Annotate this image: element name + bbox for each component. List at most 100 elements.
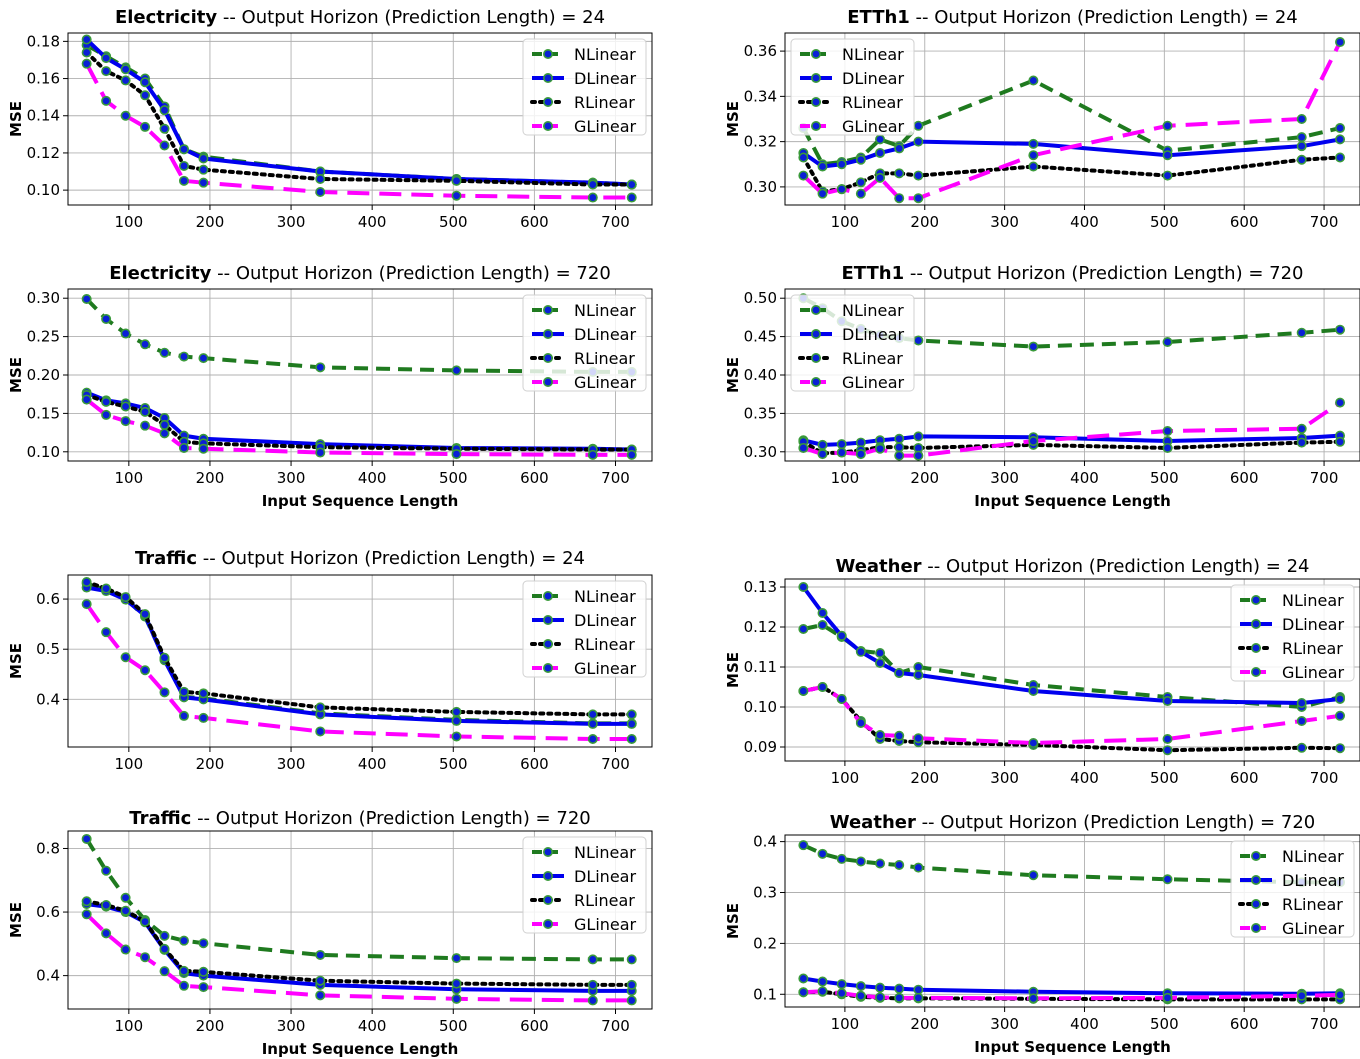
data-point (198, 712, 209, 723)
y-tick-label: 0.10 (27, 181, 60, 199)
data-point (1028, 341, 1039, 352)
data-point (836, 979, 847, 990)
x-tick-label: 300 (990, 213, 1019, 231)
y-axis-label: MSE (724, 903, 742, 939)
data-point (913, 661, 924, 672)
data-point (855, 990, 866, 1001)
data-point (198, 177, 209, 188)
data-point (101, 409, 112, 420)
data-point (836, 184, 847, 195)
data-point (140, 339, 151, 350)
data-point (140, 665, 151, 676)
data-point (120, 416, 131, 427)
legend-box (522, 836, 647, 934)
data-point (120, 110, 131, 121)
legend-label: RLinear (574, 891, 635, 910)
data-point (626, 179, 637, 190)
plot-frame (784, 578, 1360, 762)
chart-title: ETTh1 -- Output Horizon (Prediction Leng… (842, 263, 1304, 284)
data-point (875, 647, 886, 658)
legend-marker (1251, 850, 1262, 861)
data-point (798, 152, 809, 163)
chart-panel: 100 200 300 400 500 600 700 0.30 0.32 0.34 0.36 ETT… (724, 7, 1360, 231)
data-point (817, 607, 828, 618)
data-point (159, 428, 170, 439)
data-point (913, 193, 924, 204)
data-point (894, 193, 905, 204)
x-tick-label: 600 (1230, 213, 1259, 231)
data-point (315, 186, 326, 197)
y-tick-label: 0.6 (36, 903, 60, 921)
data-point (451, 706, 462, 717)
data-point (198, 353, 209, 364)
legend-marker (542, 328, 553, 339)
data-point (1296, 990, 1307, 1001)
legend-label: NLinear (1282, 847, 1344, 866)
x-tick-label: 700 (601, 469, 630, 487)
y-tick-label: 0.4 (753, 833, 777, 851)
data-point (120, 652, 131, 663)
legend-marker (542, 662, 553, 673)
x-tick-label: 100 (115, 755, 144, 773)
y-tick-label: 0.09 (744, 738, 777, 756)
legend-label: RLinear (574, 349, 635, 368)
plot-frame (67, 574, 653, 748)
data-point (798, 623, 809, 634)
data-point (159, 105, 170, 116)
x-tick-label: 700 (1310, 469, 1339, 487)
data-point (159, 687, 170, 698)
data-point (1028, 75, 1039, 86)
chart-title-rest: -- Output Horizon (Prediction Length) = … (197, 548, 585, 569)
data-point (140, 77, 151, 88)
x-tick-label: 400 (358, 1017, 387, 1035)
chart-title-bold: Weather (835, 556, 921, 577)
x-tick-label: 600 (1230, 769, 1259, 787)
data-point (587, 192, 598, 203)
legend-marker (542, 918, 553, 929)
data-point (817, 188, 828, 199)
data-point (1162, 695, 1173, 706)
data-point (178, 686, 189, 697)
legend-marker (542, 48, 553, 59)
data-point (798, 442, 809, 453)
data-point (817, 986, 828, 997)
data-point (587, 733, 598, 744)
data-point (101, 865, 112, 876)
x-tick-label: 700 (601, 755, 630, 773)
data-point (101, 313, 112, 324)
data-point (626, 192, 637, 203)
x-tick-label: 700 (1310, 213, 1339, 231)
x-tick-label: 300 (277, 213, 306, 231)
chart-title-bold: Electricity (115, 7, 217, 28)
legend: NLinear DLinear RLinear GLinear (522, 38, 647, 136)
x-tick-label: 200 (196, 755, 225, 773)
data-point (913, 862, 924, 873)
data-point (315, 975, 326, 986)
legend: NLinear DLinear RLinear GLinear (522, 836, 647, 934)
legend-label: RLinear (574, 93, 635, 112)
legend-label: GLinear (574, 659, 637, 678)
y-tick-label: 0.34 (744, 87, 777, 105)
chart-title-rest: -- Output Horizon (Prediction Length) = … (191, 808, 590, 829)
x-tick-label: 100 (831, 769, 860, 787)
legend: NLinear DLinear RLinear GLinear (790, 294, 915, 392)
data-point (913, 170, 924, 181)
data-point (315, 173, 326, 184)
legend-label: GLinear (574, 915, 637, 934)
x-tick-label: 400 (1070, 469, 1099, 487)
data-point (1296, 437, 1307, 448)
y-tick-label: 0.30 (744, 443, 777, 461)
y-axis-label: MSE (724, 652, 742, 688)
data-point (315, 990, 326, 1001)
y-tick-label: 0.25 (27, 328, 60, 346)
legend-box (522, 38, 647, 136)
chart-title-bold: Electricity (109, 263, 211, 284)
chart-title-rest: -- Output Horizon (Prediction Length) = … (910, 7, 1298, 28)
series-line-glinear (85, 912, 632, 1003)
data-point (587, 179, 598, 190)
data-point (178, 442, 189, 453)
data-point (798, 581, 809, 592)
y-tick-label: 0.40 (744, 366, 777, 384)
legend-marker (810, 352, 821, 363)
data-point (587, 995, 598, 1006)
